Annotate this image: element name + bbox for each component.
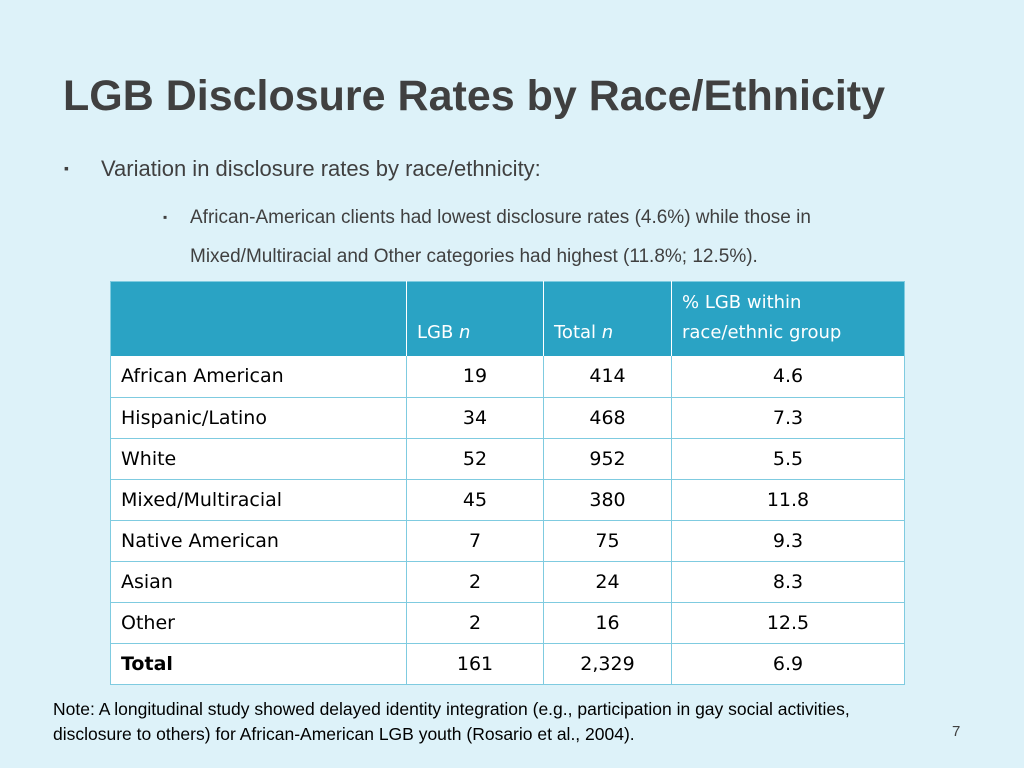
table-row: Asian 2 24 8.3	[110, 561, 905, 603]
bullet-level-2-text: African-American clients had lowest disc…	[190, 207, 811, 267]
page-number: 7	[952, 723, 961, 740]
cell-lgb: 52	[406, 438, 544, 480]
cell-lgb: 19	[406, 356, 544, 398]
cell-total: 414	[543, 356, 672, 398]
cell-group: Native American	[110, 520, 407, 562]
cell-total: 16	[543, 602, 672, 644]
cell-lgb: 161	[406, 643, 544, 685]
table-total-row: Total 161 2,329 6.9	[110, 643, 905, 685]
bullet-level-1-text: Variation in disclosure rates by race/et…	[101, 156, 541, 181]
cell-pct: 9.3	[671, 520, 905, 562]
header-total-n: Total n	[543, 281, 672, 356]
cell-pct: 12.5	[671, 602, 905, 644]
cell-group: Mixed/Multiracial	[110, 479, 407, 521]
cell-group: Hispanic/Latino	[110, 397, 407, 439]
header-lgb-italic: n	[459, 322, 471, 343]
cell-lgb: 34	[406, 397, 544, 439]
cell-total: 952	[543, 438, 672, 480]
cell-group: White	[110, 438, 407, 480]
header-total-italic: n	[601, 322, 614, 343]
table-row: Hispanic/Latino 34 468 7.3	[110, 397, 905, 439]
cell-group: Asian	[110, 561, 407, 603]
table-row: White 52 952 5.5	[110, 438, 905, 480]
cell-total: 468	[543, 397, 672, 439]
cell-pct: 7.3	[671, 397, 905, 439]
cell-total: 24	[543, 561, 672, 603]
cell-pct: 6.9	[671, 643, 905, 685]
footnote: Note: A longitudinal study showed delaye…	[53, 699, 850, 744]
cell-group: African American	[110, 356, 407, 398]
table-header-row: LGB n Total n % LGB within race/ethnic gr…	[110, 281, 905, 356]
cell-pct: 8.3	[671, 561, 905, 603]
cell-group: Other	[110, 602, 407, 644]
header-total-label: Total	[554, 322, 602, 343]
cell-group-total: Total	[110, 643, 407, 685]
table-row: Mixed/Multiracial 45 380 11.8	[110, 479, 905, 521]
cell-lgb: 45	[406, 479, 544, 521]
cell-lgb: 2	[406, 561, 544, 603]
slide-title: LGB Disclosure Rates by Race/Ethnicity	[63, 72, 886, 120]
table-row: Other 2 16 12.5	[110, 602, 905, 644]
cell-lgb: 7	[406, 520, 544, 562]
disclosure-table: LGB n Total n % LGB within race/ethnic gr…	[110, 281, 905, 685]
header-group	[110, 281, 407, 356]
cell-pct: 11.8	[671, 479, 905, 521]
table-row: African American 19 414 4.6	[110, 356, 905, 398]
cell-pct: 4.6	[671, 356, 905, 398]
header-lgb-n: LGB n	[406, 281, 544, 356]
header-pct-line2: race/ethnic group	[682, 322, 842, 343]
table-row: Native American 7 75 9.3	[110, 520, 905, 562]
header-lgb-label: LGB	[417, 322, 460, 343]
header-pct-lgb: % LGB within race/ethnic group	[671, 281, 905, 356]
header-pct-line1: % LGB within	[682, 292, 802, 313]
cell-pct: 5.5	[671, 438, 905, 480]
cell-total: 75	[543, 520, 672, 562]
square-bullet-icon: ▪	[64, 160, 69, 176]
cell-lgb: 2	[406, 602, 544, 644]
cell-total: 380	[543, 479, 672, 521]
cell-total: 2,329	[543, 643, 672, 685]
square-bullet-icon: ▪	[163, 210, 168, 224]
